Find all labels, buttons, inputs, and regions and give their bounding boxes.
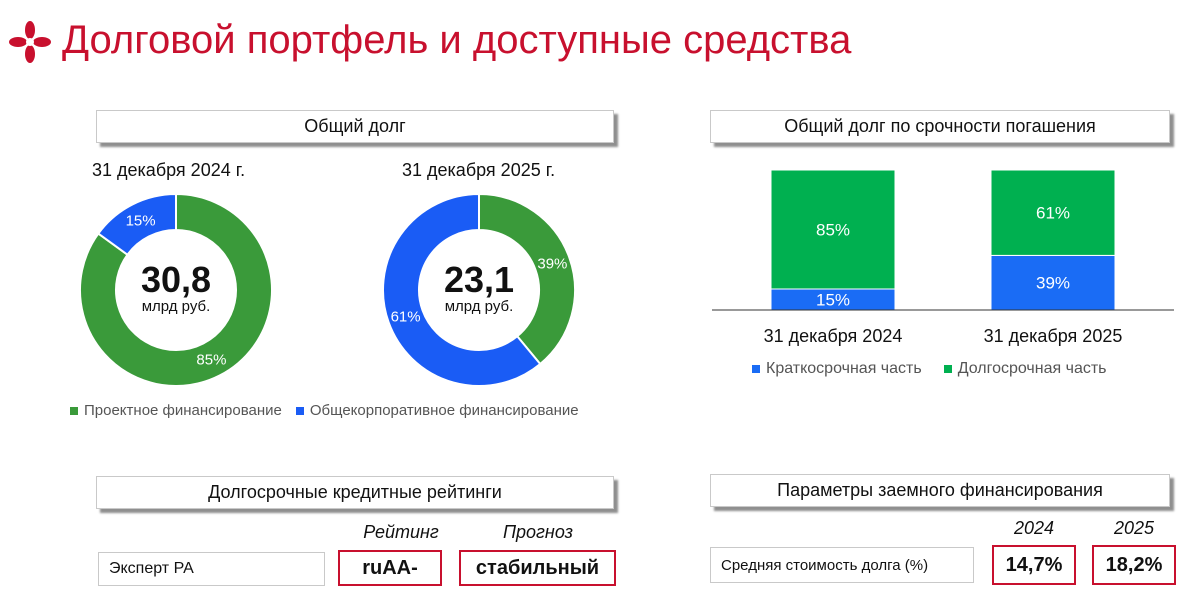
donut-2024-center: 30,8 млрд руб.	[78, 262, 274, 316]
donut-slice	[96, 192, 177, 257]
avg-debt-cost-2025: 18,2%	[1092, 545, 1176, 585]
page-title: Долговой портфель и доступные средства	[62, 18, 852, 62]
bar-value-label: 61%	[1036, 204, 1070, 223]
legend-item-project: Проектное финансирование	[70, 402, 282, 419]
legend-label-project: Проектное финансирование	[84, 402, 282, 419]
donut-slice-label: 61%	[391, 308, 421, 325]
donut-2025-unit: млрд руб.	[444, 298, 514, 315]
year-2025-header: 2025	[1113, 518, 1155, 538]
donut-2024-value: 30,8	[140, 259, 212, 300]
bar-value-label: 39%	[1036, 274, 1070, 293]
legend-swatch-short	[752, 365, 760, 373]
total-debt-header: Общий долг	[96, 110, 614, 143]
company-logo-icon	[9, 21, 51, 63]
donut-2025-date: 31 декабря 2025 г.	[402, 160, 556, 180]
outlook-value: стабильный	[459, 550, 616, 586]
legend-swatch-green	[70, 406, 78, 415]
donut-slice-label: 85%	[196, 351, 226, 368]
legend-label-short: Краткосрочная часть	[766, 360, 922, 377]
legend-swatch-long	[943, 365, 952, 373]
bar-segment	[990, 254, 1116, 311]
donut-slice-label: 39%	[537, 256, 567, 273]
legend-label-long: Долгосрочная часть	[957, 360, 1107, 377]
donut-2024-unit: млрд руб.	[141, 298, 211, 315]
donut-2025-center: 23,1 млрд руб.	[381, 262, 577, 316]
maturity-legend: Краткосрочная часть Долгосрочная часть	[752, 360, 1121, 378]
legend-item-corporate: Общекорпоративное финансирование	[295, 402, 579, 419]
bar-value-label: 15%	[816, 291, 850, 310]
donut-slice-label: 15%	[126, 213, 156, 230]
legend-item-long: Долгосрочная часть	[943, 360, 1107, 378]
donut-chart-2024: 85% 15%	[79, 192, 273, 387]
rating-value: ruAA-	[338, 550, 442, 586]
legend-label-corporate: Общекорпоративное финансирование	[309, 402, 579, 419]
outlook-column-header: Прогноз	[502, 522, 574, 542]
year-2024-header: 2024	[1013, 518, 1055, 538]
maturity-bar-chart: 15% 85% 31 декабря 2024 39% 61% 31 декабря 20…	[712, 169, 1174, 346]
bar-segment	[990, 169, 1116, 256]
donut-slice	[478, 192, 576, 366]
donut-chart-2025: 39% 61%	[382, 192, 576, 387]
borrowing-header: Параметры заемного финансирования	[710, 474, 1170, 507]
donut-2025-value: 23,1	[443, 259, 515, 300]
avg-debt-cost-2024: 14,7%	[992, 545, 1076, 585]
bar-segment	[770, 169, 896, 290]
maturity-header: Общий долг по срочности погашения	[710, 110, 1170, 143]
avg-debt-cost-label: Средняя стоимость долга (%)	[710, 547, 974, 583]
donut-slice	[382, 192, 542, 387]
donut-2024-date: 31 декабря 2024 г.	[92, 160, 246, 180]
rating-column-header: Рейтинг	[363, 522, 439, 542]
donut-slice	[79, 192, 273, 387]
total-debt-legend: Проектное финансирование Общекорпоративн…	[70, 402, 593, 419]
bar-value-label: 85%	[816, 221, 850, 240]
agency-name: Эксперт РА	[98, 552, 325, 586]
legend-swatch-blue	[295, 406, 304, 415]
legend-item-short: Краткосрочная часть	[752, 360, 922, 378]
ratings-header: Долгосрочные кредитные рейтинги	[96, 476, 614, 509]
bar-category-label: 31 декабря 2024	[764, 326, 903, 346]
bar-category-label: 31 декабря 2025	[984, 326, 1123, 346]
